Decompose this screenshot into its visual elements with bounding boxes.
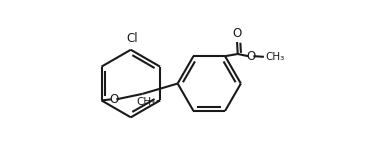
Text: O: O [109, 93, 118, 106]
Text: Cl: Cl [126, 32, 138, 45]
Text: O: O [246, 50, 255, 63]
Text: CH₃: CH₃ [265, 52, 284, 62]
Text: CH₃: CH₃ [136, 97, 155, 107]
Text: O: O [232, 27, 242, 40]
